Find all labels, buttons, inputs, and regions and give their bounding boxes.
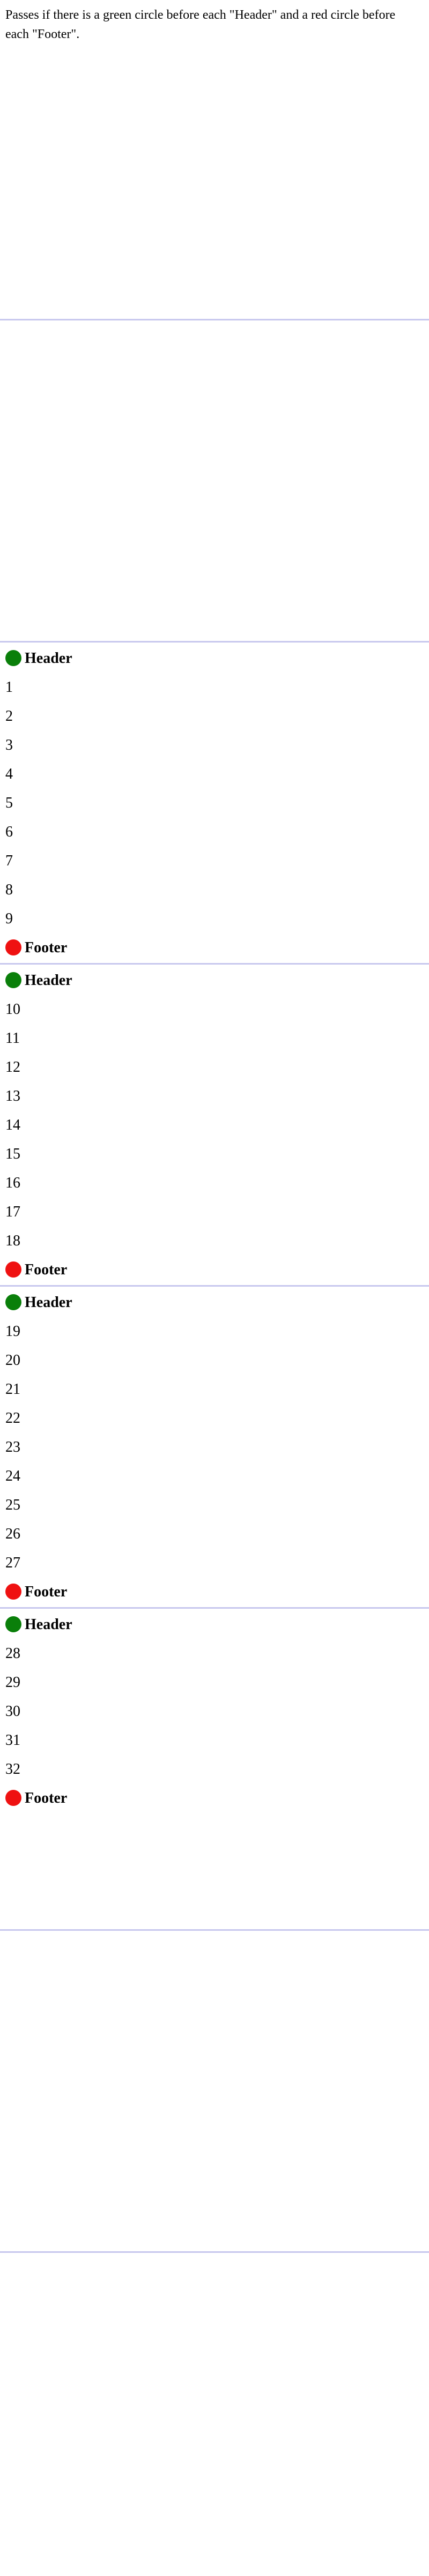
footer-row: Footer (5, 934, 413, 962)
footer-label: Footer (25, 1584, 68, 1600)
red-circle-icon (5, 1583, 21, 1600)
list-item: 16 (5, 1175, 20, 1191)
green-circle-icon (5, 1294, 21, 1310)
list-item: 18 (5, 1233, 20, 1249)
header-label: Header (25, 650, 72, 667)
footer-label: Footer (25, 1261, 68, 1278)
list-item: 24 (5, 1468, 20, 1484)
header-label: Header (25, 1294, 72, 1311)
page-break-rule (0, 963, 429, 965)
page-break-rule (0, 1285, 429, 1287)
header-row: Header (5, 644, 413, 673)
list-item: 25 (5, 1497, 20, 1513)
footer-row: Footer (5, 1256, 413, 1285)
list-item: 19 (5, 1323, 20, 1340)
footer-label: Footer (25, 1790, 68, 1806)
red-circle-icon (5, 939, 21, 955)
red-circle-icon (5, 1261, 21, 1278)
page-break-rule (0, 1929, 429, 1931)
page-break-rule (0, 641, 429, 643)
green-circle-icon (5, 649, 21, 666)
green-circle-icon (5, 1616, 21, 1632)
section-1: Header 1 2 3 4 5 6 7 8 9 Footer (5, 644, 413, 962)
red-circle-icon (5, 1789, 21, 1806)
list-item: 2 (5, 708, 13, 725)
list-item: 9 (5, 910, 13, 927)
header-row: Header (5, 1610, 413, 1639)
green-circle-icon (5, 972, 21, 988)
page-break-rule (0, 319, 429, 320)
list-item: 5 (5, 795, 13, 811)
list-item: 11 (5, 1030, 20, 1047)
header-label: Header (25, 972, 72, 989)
list-item: 4 (5, 766, 13, 782)
list-item: 26 (5, 1526, 20, 1542)
page-break-rule (0, 2251, 429, 2253)
list-item: 21 (5, 1381, 20, 1398)
footer-label: Footer (25, 939, 68, 956)
list-item: 31 (5, 1732, 20, 1749)
section-4: Header 28 29 30 31 32 Footer (5, 1610, 413, 1813)
list-item: 22 (5, 1410, 20, 1427)
header-row: Header (5, 966, 413, 995)
list-item: 27 (5, 1555, 20, 1571)
section-3: Header 19 20 21 22 23 24 25 26 27 Footer (5, 1288, 413, 1607)
list-item: 12 (5, 1059, 20, 1076)
list-item: 29 (5, 1674, 20, 1691)
footer-row: Footer (5, 1578, 413, 1607)
list-item: 23 (5, 1439, 20, 1455)
list-item: 7 (5, 853, 13, 869)
list-item: 20 (5, 1352, 20, 1369)
header-row: Header (5, 1288, 413, 1317)
page-break-rule (0, 1607, 429, 1609)
list-item: 14 (5, 1117, 20, 1133)
list-item: 10 (5, 1001, 20, 1018)
list-item: 30 (5, 1703, 20, 1720)
list-item: 1 (5, 679, 13, 696)
section-2: Header 10 11 12 13 14 15 16 17 18 Footer (5, 966, 413, 1285)
list-item: 13 (5, 1088, 20, 1104)
list-item: 15 (5, 1146, 20, 1162)
list-item: 32 (5, 1761, 20, 1778)
list-item: 6 (5, 824, 13, 840)
list-item: 28 (5, 1645, 20, 1662)
footer-row: Footer (5, 1784, 413, 1813)
instructions-text: Passes if there is a green circle before… (5, 8, 396, 41)
list-item: 17 (5, 1204, 20, 1220)
header-label: Header (25, 1616, 72, 1633)
list-item: 8 (5, 882, 13, 898)
list-item: 3 (5, 737, 13, 753)
